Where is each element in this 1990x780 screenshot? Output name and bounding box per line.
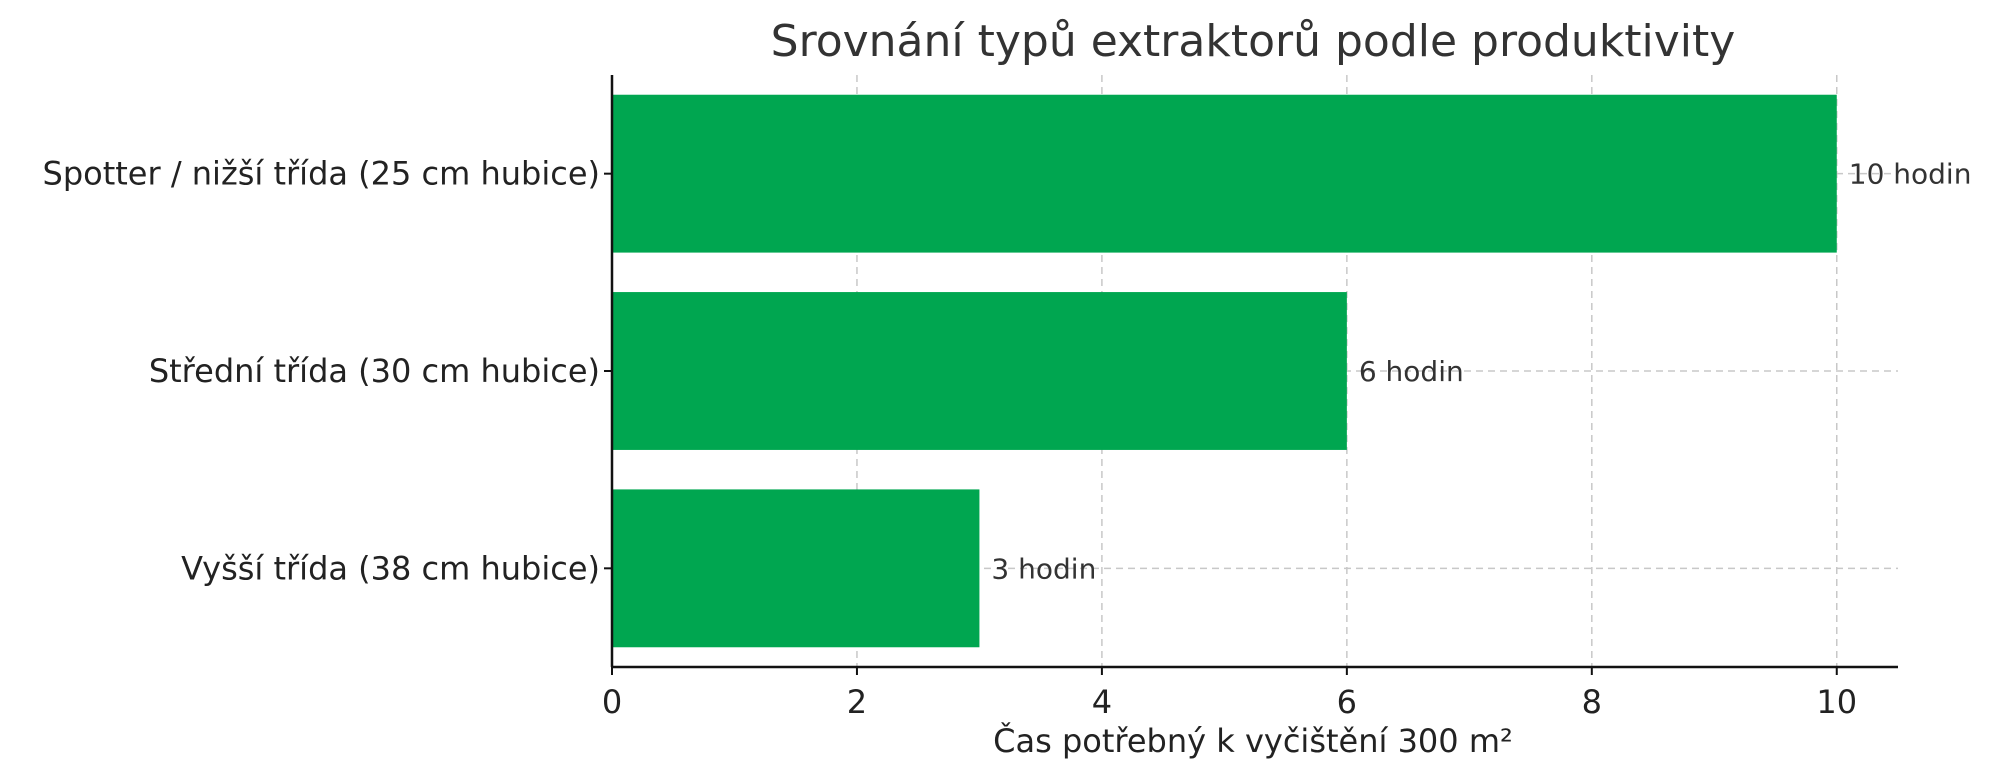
y-tick-label: Střední třída (30 cm hubice) (149, 352, 600, 390)
label-layer: Spotter / nižší třída (25 cm hubice) 10 h… (43, 155, 1972, 721)
x-tick-label: 6 (1337, 683, 1357, 721)
x-tick-label: 4 (1092, 683, 1112, 721)
x-tick-label: 0 (602, 683, 622, 721)
bar (612, 292, 1347, 450)
bar (612, 489, 980, 648)
chart-title: Srovnání typů extraktorů podle produktiv… (771, 16, 1736, 67)
x-tick-label: 8 (1582, 683, 1602, 721)
bar-layer (612, 94, 1837, 648)
y-tick-label: Spotter / nižší třída (25 cm hubice) (43, 155, 601, 193)
x-tick-label: 10 (1816, 683, 1857, 721)
data-label: 3 hodin (991, 552, 1096, 585)
x-axis-title: Čas potřebný k vyčištění 300 m² (993, 721, 1513, 760)
tick-layer (604, 172, 1838, 675)
bar (612, 94, 1837, 253)
data-label: 10 hodin (1849, 158, 1972, 191)
y-tick-label: Vyšší třída (38 cm hubice) (181, 549, 600, 587)
data-label: 6 hodin (1359, 355, 1464, 388)
x-tick-label: 2 (847, 683, 867, 721)
